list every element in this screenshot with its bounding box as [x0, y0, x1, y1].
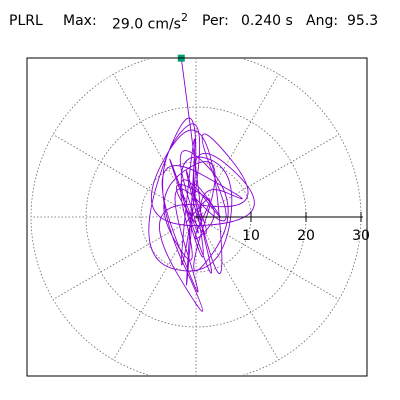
angle-value: 95.3 — [347, 13, 379, 29]
max-unit-exponent: 2 — [180, 11, 188, 24]
max-label: Max: — [63, 13, 97, 29]
trace-layer — [148, 59, 255, 312]
angle-label: Ang: — [306, 13, 339, 29]
grid-spoke-240 — [113, 216, 197, 361]
plot-frame — [26, 57, 368, 377]
grid-spoke-150 — [52, 134, 197, 218]
max-value: 29.0 cm/s2 — [112, 11, 188, 33]
radial-tick-label-30: 30 — [352, 228, 370, 244]
radial-axis: 10 20 30 — [177, 54, 370, 244]
grid-spoke-60 — [195, 73, 279, 218]
grid-spoke-300 — [195, 216, 279, 361]
component-label: PLRL — [9, 13, 43, 29]
grid-spoke-210 — [52, 216, 197, 300]
period-value: 0.240 s — [241, 13, 293, 29]
grid-spoke-120 — [113, 73, 197, 218]
motion-trace — [148, 59, 255, 312]
grid-spoke-30 — [195, 134, 340, 218]
grid-spoke-330 — [195, 216, 340, 300]
radial-tick-label-10: 10 — [242, 228, 260, 244]
chart-header: PLRL Max: 29.0 cm/s2 Per: 0.240 s Ang: 9… — [0, 0, 400, 40]
radial-tick-label-20: 20 — [297, 228, 315, 244]
period-label: Per: — [202, 13, 229, 29]
